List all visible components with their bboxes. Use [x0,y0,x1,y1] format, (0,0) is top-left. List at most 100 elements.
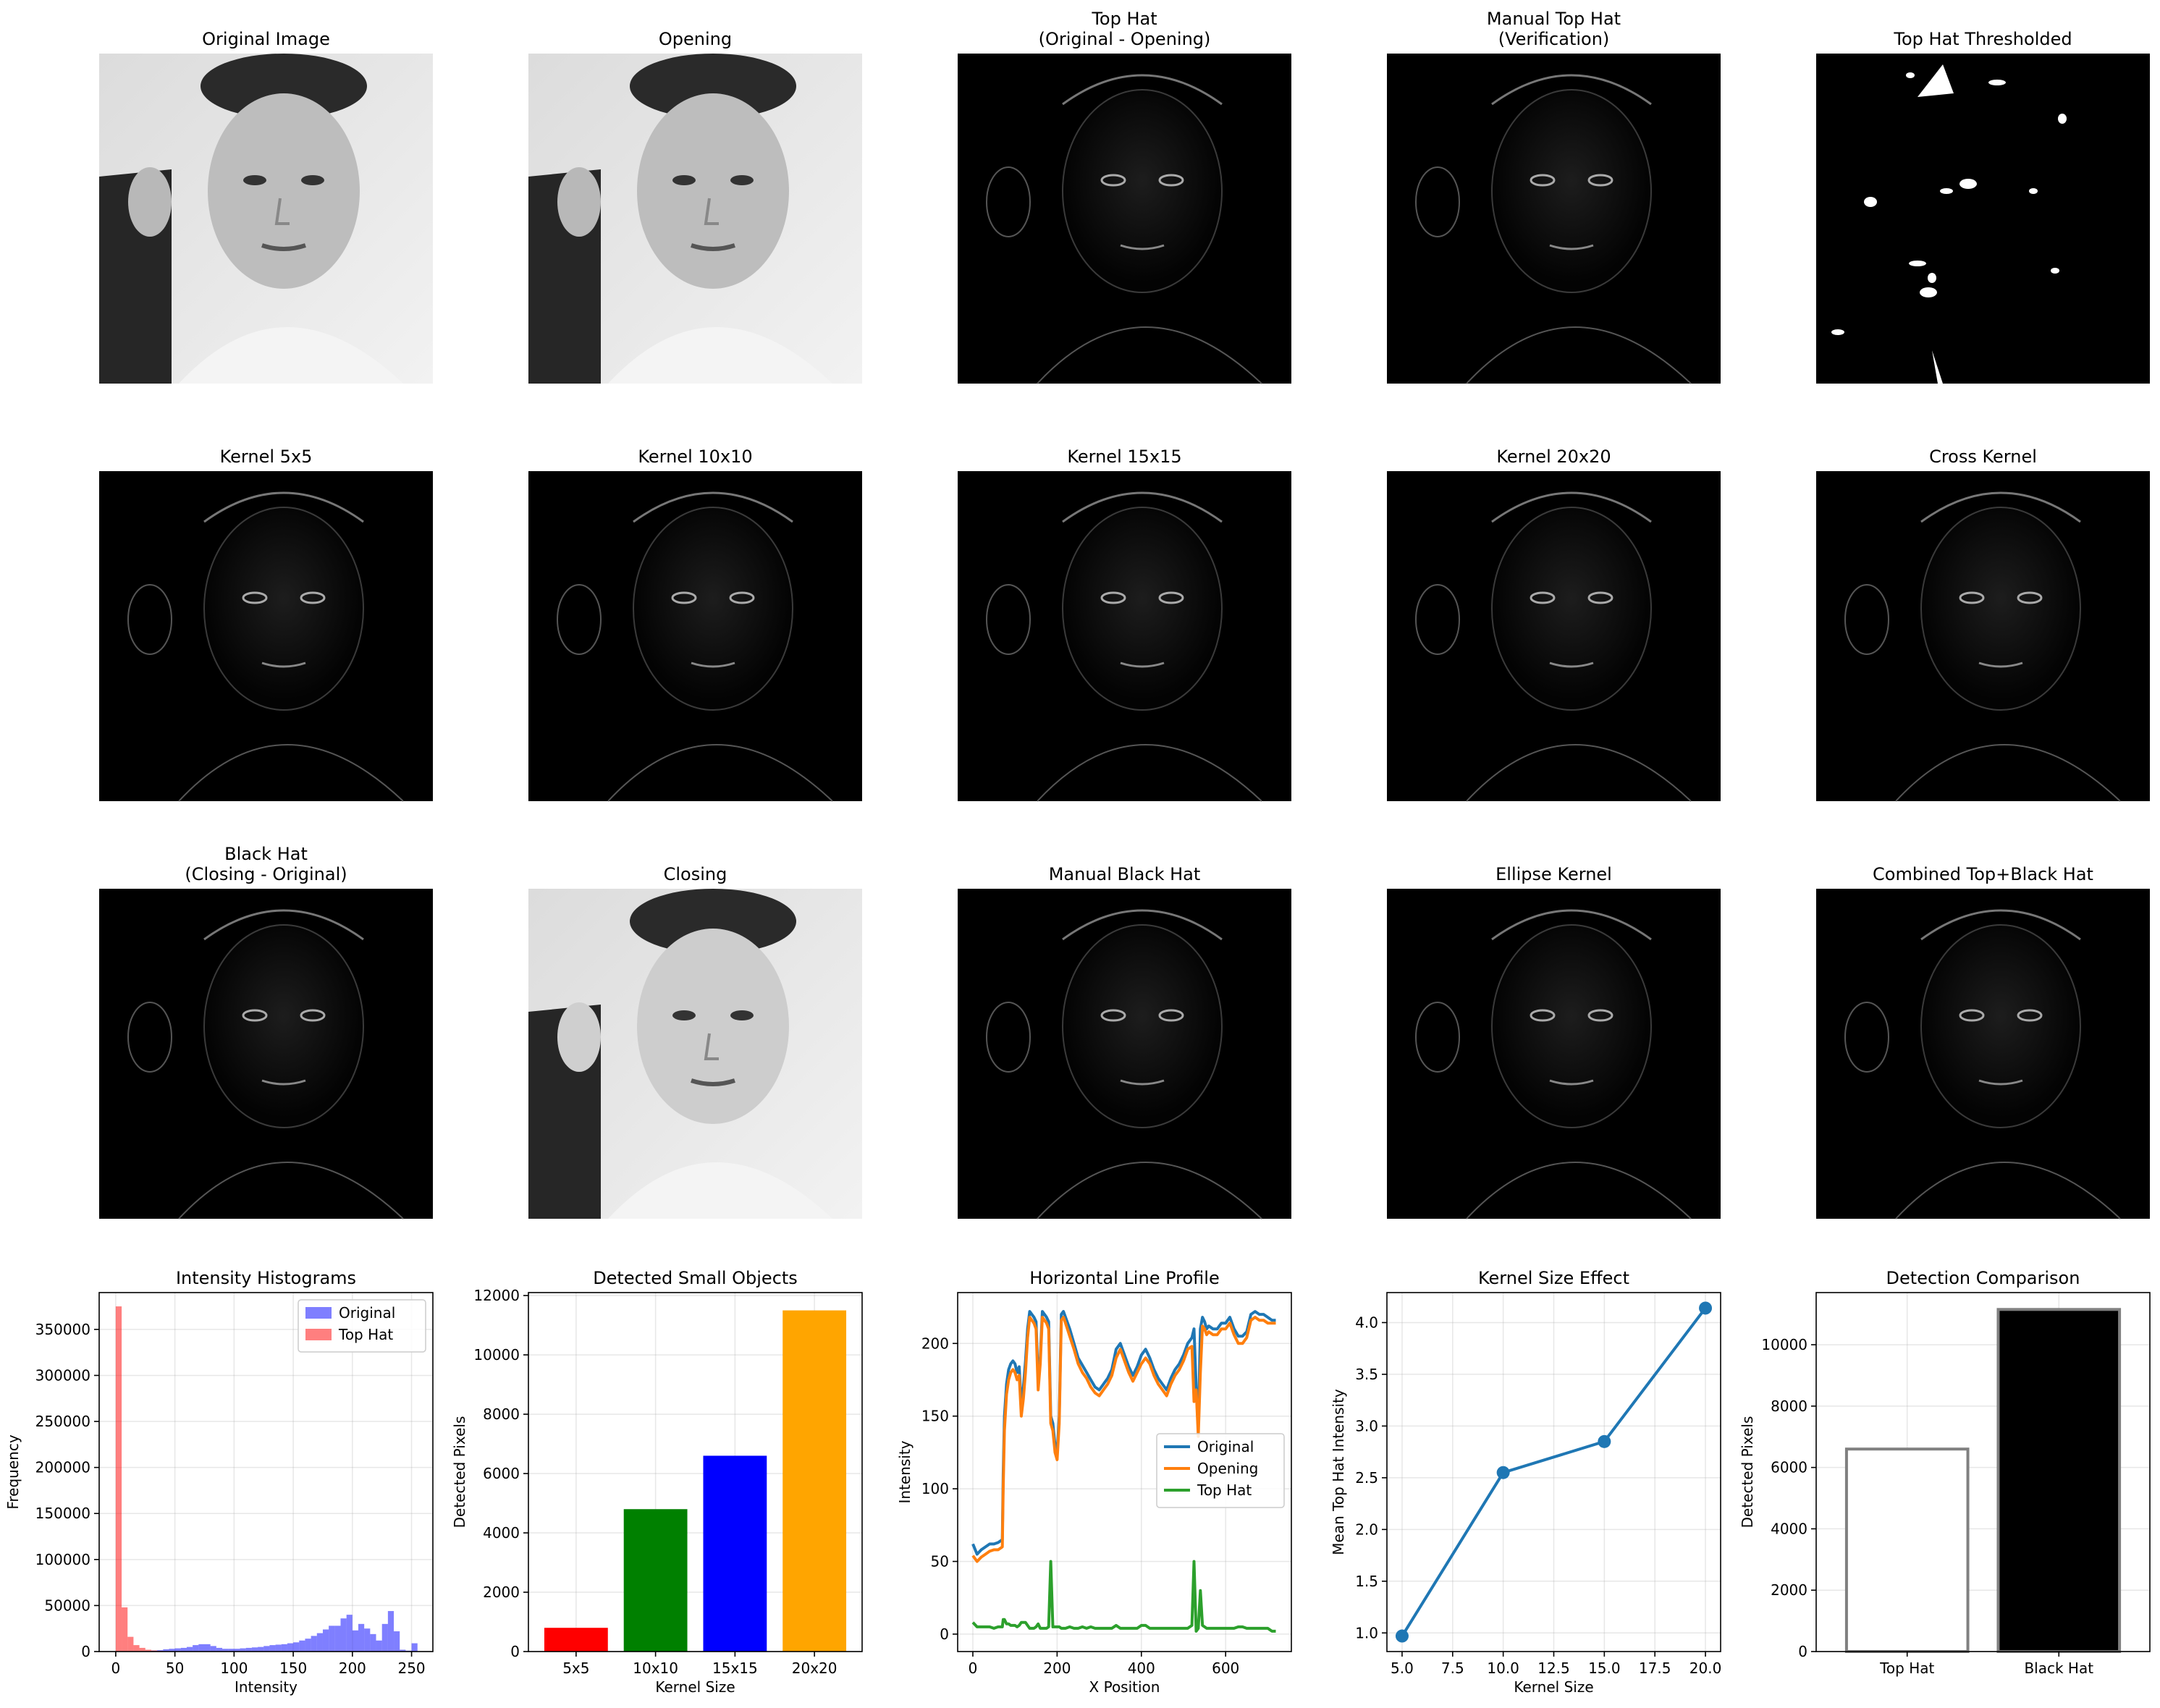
line-mean-intensity [1401,1307,1707,1637]
legend-label: Top Hat [1197,1481,1252,1499]
mouth-edges [1978,1079,2023,1086]
shirt-collar [608,1162,832,1219]
eye-edges [1530,174,1556,187]
panel-title-line: Combined Top+Black Hat [1873,864,2093,884]
y-tick-label: 8000 [483,1405,520,1423]
shirt-collar [179,327,403,384]
nose [274,198,290,225]
mouth-edges [1120,1079,1165,1086]
legend-label: Original [1197,1438,1254,1455]
panel-title-line: Cross Kernel [1929,447,2037,467]
x-tick-label: 5.0 [1391,1660,1414,1677]
y-axis-label: Frequency [4,1434,22,1509]
chart-title: Detection Comparison [1886,1268,2080,1288]
legend-label: Original [339,1304,395,1322]
collar-edges [1037,744,1262,802]
collar-edges [1037,326,1262,384]
image-panel: Top Hat Thresholded [1816,29,2150,384]
bar-15x15 [703,1455,767,1652]
panel-background [1816,54,2150,384]
bar-10x10 [623,1509,688,1652]
eye-edges [300,1009,326,1022]
threshold-spot [1988,80,2006,85]
x-tick-label: 200 [339,1660,366,1677]
x-tick-label: 150 [279,1660,307,1677]
x-tick-label: 0 [111,1660,121,1677]
y-tick-label: 2.0 [1355,1521,1378,1538]
x-tick-label: 12.5 [1537,1660,1570,1677]
threshold-spot [2051,268,2059,274]
face-edges [1062,89,1223,293]
histogram-bar-original [174,1648,181,1652]
panel-title-line: Kernel 20x20 [1496,447,1611,467]
threshold-hair-spot [1918,64,1954,97]
threshold-spot [1920,287,1937,297]
hair-edges [1920,909,2081,941]
y-tick-label: 250000 [35,1413,90,1430]
histogram-bar-original [311,1636,317,1652]
y-axis-label: Intensity [896,1440,914,1503]
eye-edges [2017,591,2043,604]
eye-edges [1530,591,1556,604]
y-tick-label: 3.0 [1355,1417,1378,1434]
collar-edges [1895,1162,2121,1219]
histogram-bar-original [240,1648,246,1652]
histogram-bar-original [186,1646,193,1652]
face-edges [1920,924,2081,1128]
y-tick-label: 50000 [44,1597,90,1614]
collar-edges [1895,744,2121,802]
histogram-bar-original [180,1647,187,1652]
y-tick-label: 1.0 [1355,1624,1378,1641]
face-edges [1491,89,1652,293]
panel-title: Black Hat (Closing - Original) [185,844,347,884]
collar-edges [1466,1162,1692,1219]
histogram-bar-original [358,1623,365,1652]
x-tick-label: 7.5 [1441,1660,1464,1677]
panel-title: Kernel 15x15 [1067,447,1181,467]
panel-title: Ellipse Kernel [1495,864,1612,884]
y-tick-label: 6000 [1771,1459,1807,1476]
legend-label: Opening [1197,1460,1258,1477]
hair [201,54,367,119]
y-tick-label: 100 [921,1480,949,1497]
mouth-edges [691,661,735,668]
eye-edges [300,591,326,604]
collar-edges [1466,326,1692,384]
histogram-bar-top-hat [139,1647,145,1652]
panel-title-line: (Original - Opening) [1039,29,1211,49]
face-edges [1920,507,2081,711]
panel-title: Cross Kernel [1929,447,2037,467]
mouth-edges [1120,244,1165,250]
x-tick-label: 200 [1043,1660,1071,1677]
image-panel: Original Image [99,29,433,384]
chart-kernel-size-effect: 1.0 1.5 2.0 2.5 3.0 3.5 4.0 5.0 7.5 10.0 12.5 15.0 1… [1330,1268,1721,1696]
face-edges [1491,507,1652,711]
image-panel: Kernel 15x15 [958,447,1291,802]
mouth-edges [1978,661,2023,668]
person-left-face [557,167,601,237]
legend-swatch [305,1307,332,1319]
panel-title-line: Kernel 15x15 [1067,447,1181,467]
image-panel: Manual Top Hat (Verification) [1387,9,1721,384]
chart-intensity-histograms: 0 50000 100000 150000 200000 250000 300000 3500… [4,1268,434,1696]
panel-title-line: Opening [659,29,732,49]
chart-title: Intensity Histograms [176,1268,356,1288]
side-face-edges [557,584,602,655]
side-face-edges [986,166,1031,237]
image-panel: Top Hat (Original - Opening) [958,9,1291,384]
panel-title: Kernel 5x5 [220,447,313,467]
collar-edges [178,744,404,802]
histogram-bar-original [381,1623,388,1652]
histogram-bar-top-hat [133,1645,140,1652]
panel-title-line: Kernel 10x10 [638,447,752,467]
mouth-edges [261,661,306,668]
histogram-bar-original [169,1649,175,1652]
y-tick-label: 8000 [1771,1398,1807,1415]
right-eye [730,1010,754,1020]
side-face-edges [127,1002,172,1073]
eye-edges [1587,591,1613,604]
eye-edges [1158,591,1184,604]
panel-title: Manual Top Hat (Verification) [1487,9,1621,49]
chart-title: Kernel Size Effect [1478,1268,1629,1288]
